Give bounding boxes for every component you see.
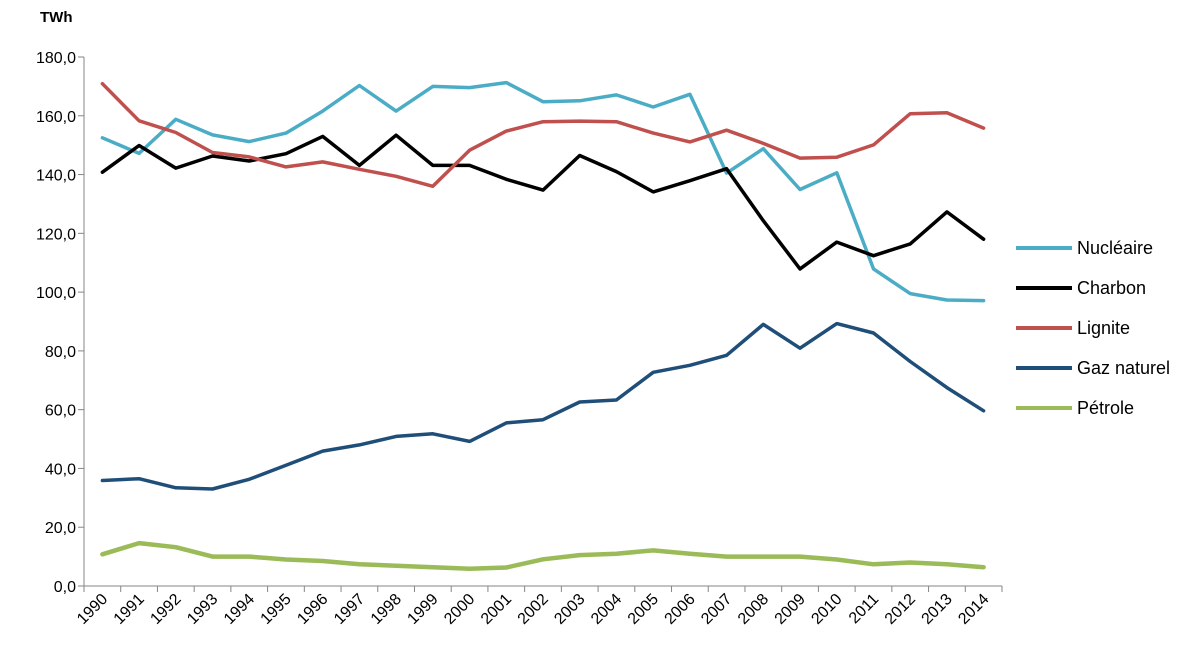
y-tick-label: 160,0: [36, 109, 76, 126]
series-lines: [100, 80, 986, 571]
y-axis-ticks: 0,0 20,0 40,0 60,0 80,0 100,0 120,0 140,0 160,0 1…: [36, 50, 84, 596]
x-tick-label: 1993: [184, 591, 221, 628]
y-tick-label: 20,0: [45, 520, 76, 537]
legend-label-charbon: Charbon: [1077, 278, 1146, 298]
y-tick-label: 60,0: [45, 403, 76, 420]
x-tick-label: 1996: [294, 591, 331, 628]
x-tick-label: 1992: [147, 591, 184, 628]
x-tick-label: 2012: [882, 591, 919, 628]
x-axis-ticks: 1990 1991 1992 1993 1994 1995 1996 1997 1998 1999…: [74, 586, 1003, 628]
x-tick-label: 2014: [955, 591, 992, 628]
x-tick-label: 1995: [258, 591, 295, 628]
y-axis-unit-label: TWh: [40, 9, 72, 26]
y-tick-label: 0,0: [54, 579, 76, 596]
x-tick-label: 2011: [846, 591, 882, 627]
y-tick-label: 80,0: [45, 344, 76, 361]
series-line-lignite: [100, 81, 986, 189]
x-tick-label: 2006: [662, 591, 699, 628]
y-tick-label: 40,0: [45, 461, 76, 478]
x-tick-label: 2008: [735, 591, 772, 628]
legend-label-lignite: Lignite: [1077, 318, 1130, 338]
x-tick-label: 1999: [404, 591, 441, 628]
legend-label-nucleaire: Nucléaire: [1077, 238, 1153, 258]
x-tick-label: 2003: [551, 591, 588, 628]
y-tick-label: 180,0: [36, 50, 76, 67]
x-tick-label: 2002: [515, 591, 552, 628]
x-tick-label: 1998: [368, 591, 405, 628]
x-tick-label: 1994: [221, 591, 258, 628]
x-tick-label: 1997: [331, 591, 368, 628]
x-tick-label: 2010: [808, 591, 845, 628]
legend-label-petrole: Pétrole: [1077, 398, 1134, 418]
series-line-charbon: [100, 133, 986, 271]
series-line-gaz-naturel: [100, 321, 986, 491]
x-tick-label: 1990: [74, 591, 111, 628]
x-tick-label: 2009: [772, 591, 809, 628]
y-tick-label: 120,0: [36, 226, 76, 243]
x-tick-label: 2007: [698, 591, 735, 628]
x-tick-label: 2001: [478, 591, 515, 628]
x-tick-label: 2013: [919, 591, 956, 628]
y-tick-label: 100,0: [36, 285, 76, 302]
legend: Nucléaire Charbon Lignite Gaz naturel Pétrol…: [1016, 238, 1170, 418]
legend-label-gaz-naturel: Gaz naturel: [1077, 358, 1170, 378]
x-tick-label: 2005: [625, 591, 662, 628]
series-line-petrole: [100, 540, 986, 571]
x-tick-label: 2000: [441, 591, 478, 628]
x-tick-label: 1991: [111, 591, 148, 628]
x-tick-label: 2004: [588, 591, 625, 628]
series-line-nucleaire: [100, 80, 986, 303]
y-tick-label: 140,0: [36, 168, 76, 185]
